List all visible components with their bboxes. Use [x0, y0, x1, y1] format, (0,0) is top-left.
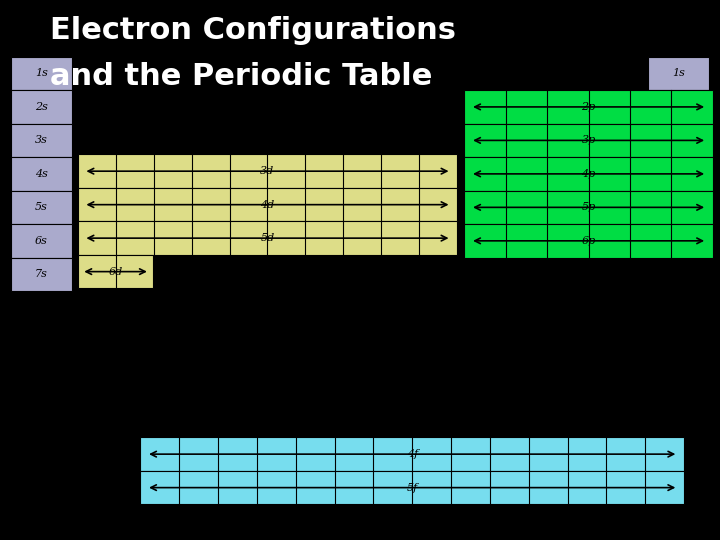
Bar — [140, 471, 684, 504]
Bar — [464, 224, 713, 258]
Bar — [464, 124, 713, 157]
Text: 5p: 5p — [582, 202, 595, 212]
Text: 2s: 2s — [35, 102, 48, 112]
Text: 4d: 4d — [261, 200, 274, 210]
Text: Electron Configurations: Electron Configurations — [50, 16, 456, 45]
Bar — [11, 124, 72, 157]
Bar — [11, 57, 72, 90]
Text: and the Periodic Table: and the Periodic Table — [50, 62, 433, 91]
Text: 1s: 1s — [35, 69, 48, 78]
Bar — [11, 90, 72, 124]
Text: 5s: 5s — [35, 202, 48, 212]
Bar — [11, 157, 72, 191]
Bar — [78, 221, 457, 255]
Text: 7s: 7s — [35, 269, 48, 279]
Text: 5f: 5f — [407, 483, 418, 492]
Text: 3d: 3d — [261, 166, 274, 176]
Bar — [464, 157, 713, 191]
Text: 6p: 6p — [582, 236, 595, 246]
Bar — [140, 437, 684, 471]
Bar — [78, 255, 153, 288]
Text: 4s: 4s — [35, 169, 48, 179]
Text: 6d: 6d — [109, 267, 122, 276]
Text: 5d: 5d — [261, 233, 274, 243]
Bar — [78, 154, 457, 188]
Bar — [78, 188, 457, 221]
Text: 2p: 2p — [582, 102, 595, 112]
Text: 3s: 3s — [35, 136, 48, 145]
Bar — [11, 191, 72, 224]
Bar — [11, 258, 72, 291]
Text: 4f: 4f — [407, 449, 418, 459]
Text: 1s: 1s — [672, 69, 685, 78]
Text: 3p: 3p — [582, 136, 595, 145]
Bar — [464, 191, 713, 224]
Bar — [464, 90, 713, 124]
Text: 4p: 4p — [582, 169, 595, 179]
Bar — [11, 224, 72, 258]
Text: 6s: 6s — [35, 236, 48, 246]
Bar — [648, 57, 709, 90]
